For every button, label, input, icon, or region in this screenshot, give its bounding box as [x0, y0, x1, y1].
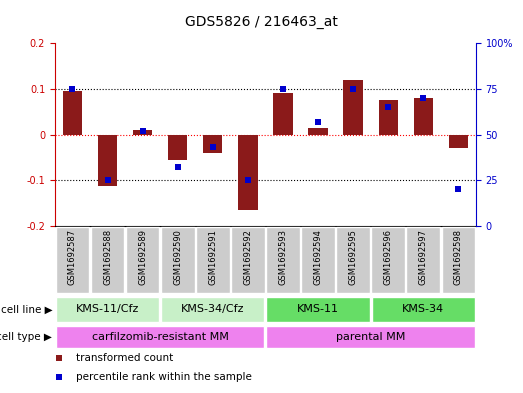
Bar	[372, 296, 475, 322]
Bar	[309, 128, 328, 134]
Text: GSM1692588: GSM1692588	[103, 229, 112, 285]
Text: KMS-11/Cfz: KMS-11/Cfz	[76, 305, 139, 314]
Text: GDS5826 / 216463_at: GDS5826 / 216463_at	[185, 15, 338, 29]
Text: GSM1692592: GSM1692592	[243, 229, 253, 285]
Text: GSM1692589: GSM1692589	[138, 229, 147, 285]
Bar	[301, 227, 335, 293]
Bar	[126, 227, 160, 293]
Bar	[441, 227, 475, 293]
Text: carfilzomib-resistant MM: carfilzomib-resistant MM	[92, 332, 229, 342]
Text: KMS-34/Cfz: KMS-34/Cfz	[181, 305, 245, 314]
Bar	[231, 227, 265, 293]
Text: KMS-34: KMS-34	[402, 305, 445, 314]
Bar	[161, 296, 264, 322]
Text: GSM1692593: GSM1692593	[278, 229, 288, 285]
Bar	[406, 227, 440, 293]
Bar	[55, 227, 89, 293]
Text: GSM1692595: GSM1692595	[349, 229, 358, 285]
Bar	[344, 80, 363, 134]
Bar	[267, 296, 370, 322]
Bar	[133, 130, 152, 134]
Text: GSM1692598: GSM1692598	[454, 229, 463, 285]
Text: percentile rank within the sample: percentile rank within the sample	[76, 372, 252, 382]
Text: cell line ▶: cell line ▶	[1, 305, 52, 314]
Bar	[63, 91, 82, 134]
Text: GSM1692590: GSM1692590	[173, 229, 182, 285]
Bar	[203, 134, 222, 153]
Bar	[98, 134, 117, 186]
Text: GSM1692587: GSM1692587	[68, 229, 77, 285]
Bar	[168, 134, 187, 160]
Bar	[267, 326, 475, 348]
Bar	[238, 134, 257, 210]
Text: cell type ▶: cell type ▶	[0, 332, 52, 342]
Text: GSM1692596: GSM1692596	[384, 229, 393, 285]
Text: parental MM: parental MM	[336, 332, 405, 342]
Text: transformed count: transformed count	[76, 353, 173, 364]
Text: GSM1692594: GSM1692594	[314, 229, 323, 285]
Text: GSM1692591: GSM1692591	[208, 229, 217, 285]
Bar	[379, 100, 398, 134]
Bar	[274, 94, 292, 134]
Bar	[161, 227, 195, 293]
Bar	[266, 227, 300, 293]
Bar	[56, 326, 264, 348]
Bar	[371, 227, 405, 293]
Bar	[90, 227, 124, 293]
Text: KMS-11: KMS-11	[297, 305, 339, 314]
Text: GSM1692597: GSM1692597	[419, 229, 428, 285]
Bar	[414, 98, 433, 134]
Bar	[449, 134, 468, 148]
Bar	[336, 227, 370, 293]
Bar	[196, 227, 230, 293]
Bar	[56, 296, 159, 322]
